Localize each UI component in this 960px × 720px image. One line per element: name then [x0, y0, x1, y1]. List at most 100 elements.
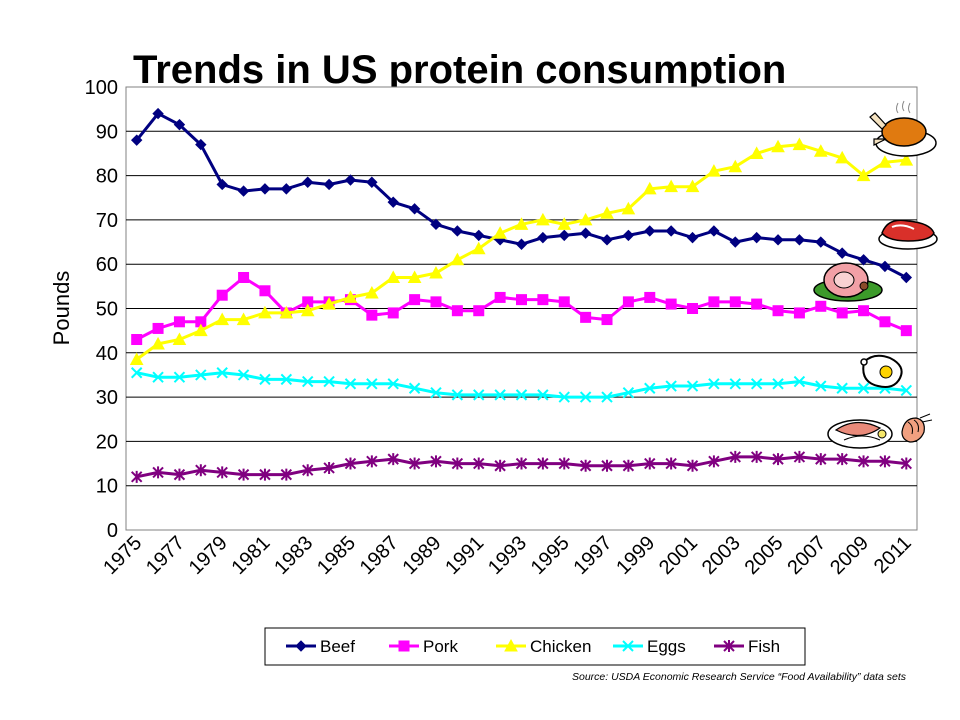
- chicken-point: [728, 159, 743, 173]
- beef-point: [259, 183, 271, 195]
- pork-point: [473, 305, 485, 317]
- fish-point: [366, 455, 378, 468]
- legend-label: Chicken: [530, 637, 591, 656]
- pork-point: [451, 305, 463, 317]
- fish-point: [473, 457, 485, 470]
- y-axis-ticks: 0 10 20 30 40 50 60 70 80 90 100: [85, 77, 118, 542]
- beef-point: [152, 107, 164, 120]
- x-tick-label: 1993: [484, 532, 531, 579]
- fish-point: [152, 466, 164, 479]
- chicken-point: [172, 332, 187, 346]
- beef-point: [836, 247, 848, 259]
- beef-point: [708, 225, 720, 237]
- fish-point: [259, 468, 271, 481]
- beef-point: [302, 176, 314, 188]
- x-tick-label: 1987: [356, 532, 403, 579]
- chicken-point: [749, 146, 764, 159]
- eggs-point: [622, 386, 635, 399]
- eggs-point: [686, 380, 699, 392]
- chicken-point: [557, 217, 572, 230]
- beef-point: [558, 229, 570, 242]
- x-tick-label: 1979: [185, 532, 232, 579]
- chicken-point: [771, 139, 785, 153]
- y-tick-label: 30: [96, 387, 118, 409]
- pork-point: [772, 305, 784, 317]
- legend-marker: [295, 640, 307, 652]
- beef-point: [451, 225, 464, 237]
- beef-point: [130, 134, 143, 146]
- x-tick-label: 1999: [612, 532, 659, 579]
- beef-series: [130, 107, 913, 284]
- eggs-point: [387, 378, 399, 390]
- y-axis-label: Pounds: [49, 271, 74, 346]
- chicken-point: [621, 201, 636, 215]
- x-tick-label: 2009: [826, 532, 873, 579]
- x-tick-label: 1985: [313, 532, 360, 579]
- chicken-point: [129, 352, 144, 365]
- pork-point: [665, 298, 677, 310]
- fish-point: [173, 468, 186, 481]
- beef-point: [686, 231, 699, 244]
- chicken-point: [429, 266, 443, 279]
- beef-point: [216, 178, 228, 191]
- beef-point: [750, 231, 763, 244]
- pork-point: [516, 294, 527, 306]
- eggs-point: [900, 384, 913, 397]
- pork-point: [708, 296, 720, 308]
- pork-point: [900, 325, 912, 337]
- beef-point: [665, 225, 677, 237]
- ham-icon: [813, 262, 883, 302]
- fish-point: [494, 459, 506, 472]
- pork-point: [601, 314, 613, 326]
- eggs-point: [601, 391, 613, 403]
- beef-point: [729, 236, 741, 248]
- fish-point: [772, 453, 784, 466]
- beef-point: [793, 234, 806, 246]
- y-tick-label: 90: [96, 121, 118, 143]
- fish-point: [280, 468, 293, 481]
- x-tick-label: 2003: [698, 532, 745, 579]
- chicken-point: [835, 150, 850, 164]
- fish-point: [344, 457, 357, 470]
- eggs-point: [644, 382, 656, 394]
- source-note: Source: USDA Economic Research Service “…: [572, 671, 907, 683]
- eggs-point: [216, 367, 228, 379]
- chicken-point: [279, 305, 294, 319]
- pork-point: [793, 307, 805, 319]
- eggs-point: [173, 371, 186, 383]
- beef-point: [430, 218, 442, 231]
- y-tick-label: 70: [96, 210, 118, 232]
- pork-point: [622, 296, 634, 308]
- pork-point: [494, 291, 506, 303]
- fish-point: [537, 457, 549, 470]
- eggs-point: [708, 378, 720, 390]
- fish-point: [750, 450, 763, 463]
- pork-point: [152, 322, 164, 334]
- chicken-point: [343, 290, 358, 303]
- beef-point: [173, 118, 186, 131]
- pork-point: [644, 291, 656, 303]
- fish-point: [622, 459, 635, 472]
- chicken-point: [151, 336, 165, 350]
- fish-point: [665, 457, 677, 470]
- fish-point: [815, 453, 827, 466]
- eggs-point: [323, 375, 335, 388]
- chicken-point: [685, 179, 700, 193]
- eggs-point: [836, 382, 848, 394]
- pork-point: [836, 307, 848, 319]
- legend-label: Fish: [748, 637, 780, 656]
- legend-marker: [504, 638, 518, 652]
- chicken-point: [578, 212, 593, 226]
- chart-title: Trends in US protein consumption: [133, 48, 786, 92]
- eggs-point: [815, 380, 827, 392]
- eggs-point: [430, 386, 442, 399]
- y-tick-label: 40: [96, 343, 118, 365]
- pork-point: [729, 296, 741, 308]
- chicken-point: [258, 305, 272, 319]
- legend-item-chicken: Chicken: [496, 637, 591, 656]
- x-tick-label: 2007: [783, 532, 830, 579]
- y-tick-label: 60: [96, 254, 118, 276]
- fish-point: [879, 455, 891, 468]
- pork-point: [430, 296, 442, 308]
- eggs-point: [665, 380, 677, 392]
